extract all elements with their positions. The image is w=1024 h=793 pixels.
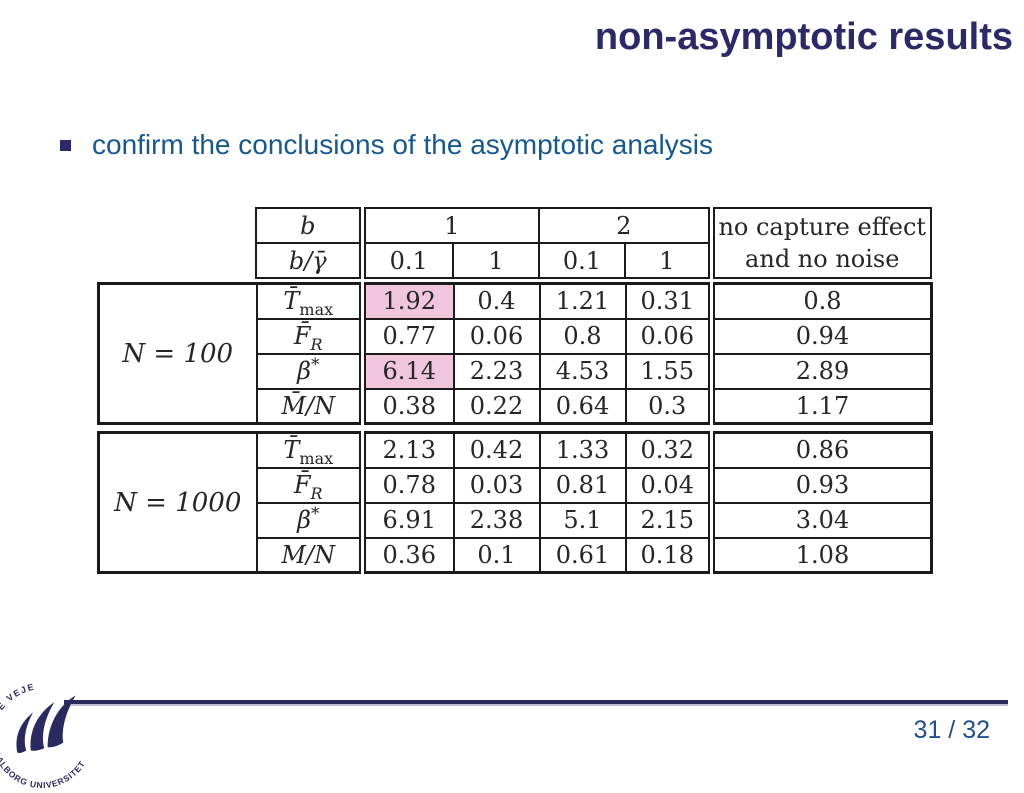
table-cell: 2.38 [452, 501, 541, 539]
table-cell: 0.8 [538, 317, 627, 355]
table-cell: 6.91 [359, 501, 455, 539]
table-cell: 0.94 [708, 317, 933, 355]
no-capture-line1: no capture effect [718, 212, 927, 241]
table-cell: 0.36 [359, 536, 455, 574]
table-row: F̄R 0.77 0.06 0.8 0.06 0.94 [99, 317, 933, 355]
header-cell-group1: 1 [358, 207, 540, 244]
header-cell-ratio: 1 [452, 242, 540, 279]
aalborg-university-logo: AD NYE VEJE AALBORG UNIVERSITET [0, 682, 87, 791]
table-cell: 0.42 [452, 431, 541, 469]
table-cell: 0.38 [359, 387, 455, 425]
table-cell: 1.33 [538, 431, 627, 469]
bullet-item: confirm the conclusions of the asymptoti… [60, 129, 713, 161]
row-label: β* [255, 352, 364, 390]
n-label: N = 1000 [97, 431, 258, 574]
bullet-square-icon [60, 140, 71, 151]
results-table-n1000: N = 1000 T̄max 2.13 0.42 1.33 0.32 0.86 … [97, 431, 933, 574]
table-cell: 0.3 [624, 387, 713, 425]
page-number: 31 / 32 [913, 716, 990, 744]
table-cell: 1.55 [624, 352, 713, 390]
table-cell: 0.81 [538, 466, 627, 504]
table-cell: 0.4 [452, 282, 541, 320]
table-cell: 2.15 [624, 501, 713, 539]
row-label: M̄/N [255, 387, 364, 425]
row-label: β* [255, 501, 364, 539]
table-cell: 0.86 [708, 431, 933, 469]
table-cell: 0.18 [624, 536, 713, 574]
table-cell: 1.21 [538, 282, 627, 320]
table-row: F̄R 0.78 0.03 0.81 0.04 0.93 [99, 466, 933, 504]
header-cell-ratio: 0.1 [538, 242, 626, 279]
results-table-header: b 1 2 no capture effect and no noise b/γ… [255, 207, 932, 279]
table-cell: 4.53 [538, 352, 627, 390]
table-cell: 0.77 [359, 317, 455, 355]
table-cell: 2.89 [708, 352, 933, 390]
table-row: N = 100 T̄max 1.92 0.4 1.21 0.31 0.8 [97, 282, 933, 425]
table-cell: 1.17 [708, 387, 933, 425]
table-cell: 0.22 [452, 387, 541, 425]
table-row: N = 1000 T̄max 2.13 0.42 1.33 0.32 0.86 [97, 431, 933, 574]
results-table: b 1 2 no capture effect and no noise b/γ… [97, 207, 933, 574]
table-cell: 1.92 [359, 282, 455, 320]
table-cell: 0.32 [624, 431, 713, 469]
logo-bottom-text: AALBORG UNIVERSITET [0, 749, 87, 790]
table-cell: 2.13 [359, 431, 455, 469]
table-cell: 0.64 [538, 387, 627, 425]
logo-swoosh-icon [16, 695, 76, 753]
row-label: F̄R [255, 317, 364, 355]
row-label: T̄max [255, 431, 364, 469]
table-cell: 5.1 [538, 501, 627, 539]
footer-divider [64, 700, 1008, 704]
table-cell: 6.14 [359, 352, 455, 390]
table-cell: 3.04 [708, 501, 933, 539]
table-cell: 2.23 [452, 352, 541, 390]
bullet-text: confirm the conclusions of the asymptoti… [92, 129, 713, 160]
table-row: M/N 0.36 0.1 0.61 0.18 1.08 [99, 536, 933, 574]
header-cell-ratio: 0.1 [358, 242, 454, 279]
header-cell-b-gamma: b/γ̄ [255, 242, 363, 279]
table-cell: 0.03 [452, 466, 541, 504]
table-cell: 0.61 [538, 536, 627, 574]
row-label: M/N [255, 536, 364, 574]
table-cell: 0.06 [624, 317, 713, 355]
header-cell-group2: 2 [538, 207, 712, 244]
n-label: N = 100 [97, 282, 258, 425]
table-cell: 0.8 [708, 282, 933, 320]
table-cell: 0.06 [452, 317, 541, 355]
table-cell: 0.93 [708, 466, 933, 504]
row-label: T̄max [255, 282, 364, 320]
header-cell-ratio: 1 [624, 242, 712, 279]
row-label: F̄R [255, 466, 364, 504]
table-cell: 0.78 [359, 466, 455, 504]
table-cell: 0.1 [452, 536, 541, 574]
no-capture-line2: and no noise [745, 245, 900, 273]
table-row: β* 6.14 2.23 4.53 1.55 2.89 [99, 352, 933, 390]
table-cell: 0.04 [624, 466, 713, 504]
table-cell: 0.31 [624, 282, 713, 320]
table-row: M̄/N 0.38 0.22 0.64 0.3 1.17 [99, 387, 933, 425]
header-cell-b: b [255, 207, 363, 244]
table-cell: 1.08 [708, 536, 933, 574]
header-cell-no-capture: no capture effect and no noise [707, 207, 932, 279]
page-title: non-asymptotic results [594, 16, 1013, 58]
results-table-n100: N = 100 T̄max 1.92 0.4 1.21 0.31 0.8 F̄R… [97, 282, 933, 425]
table-row: β* 6.91 2.38 5.1 2.15 3.04 [99, 501, 933, 539]
